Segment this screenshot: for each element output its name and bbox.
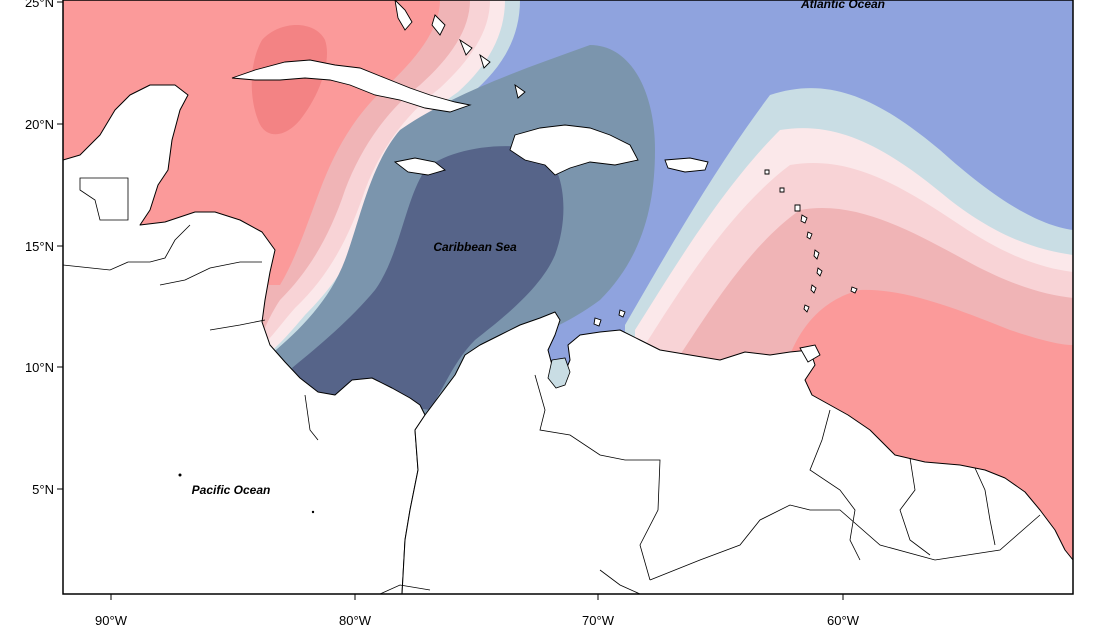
lat-tick-label: 5°N	[32, 482, 54, 497]
hispaniola-island	[509, 124, 639, 176]
border-mexico-guatemala	[63, 224, 191, 271]
lon-tick-label: 60°W	[827, 613, 860, 628]
map-frame	[62, 0, 1074, 595]
pacific-islet	[311, 510, 315, 514]
puerto-rico-island	[664, 157, 709, 173]
lon-tick-label: 80°W	[339, 613, 372, 628]
lon-tick-label: 70°W	[582, 613, 615, 628]
border-colombia-ecuador	[379, 584, 431, 594]
border-brazil	[649, 504, 1041, 581]
border-guyana-suriname	[899, 457, 931, 556]
border-colombia-venezuela	[534, 374, 661, 581]
south-america-land	[401, 311, 1073, 594]
border-honduras	[159, 261, 262, 286]
lat-tick-label: 10°N	[25, 360, 54, 375]
lesser-antilles	[593, 169, 858, 327]
jamaica-island	[393, 157, 446, 176]
border-peru	[599, 569, 641, 594]
atlantic-ocean-label: Atlantic Ocean	[800, 0, 885, 11]
lat-tick-label: 15°N	[25, 239, 54, 254]
border-yucatan	[79, 177, 129, 221]
border-venezuela-guyana	[809, 409, 861, 561]
lat-tick-label: 20°N	[25, 117, 54, 132]
lat-tick-label: 25°N	[25, 0, 54, 10]
pacific-islet	[178, 473, 182, 477]
land-layer	[63, 0, 1073, 594]
cuba-island	[231, 59, 472, 113]
lake-maracaibo	[547, 357, 571, 389]
trinidad-island	[799, 344, 821, 363]
borders-layer	[63, 177, 1041, 594]
border-costa-rica-panama	[304, 394, 319, 441]
pacific-ocean-label: Pacific Ocean	[192, 483, 271, 497]
axis-ticks	[57, 1, 844, 600]
contour-blue-darkest	[292, 146, 564, 410]
border-nicaragua	[209, 319, 266, 331]
caribbean-sea-label: Caribbean Sea	[433, 240, 517, 254]
lon-tick-label: 90°W	[95, 613, 128, 628]
border-suriname-guiana	[974, 467, 996, 546]
bahamas-islands	[394, 0, 526, 99]
